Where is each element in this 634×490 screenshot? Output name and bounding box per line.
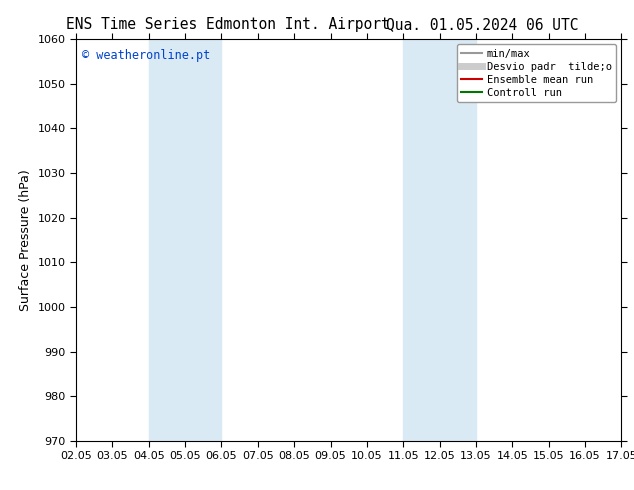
Legend: min/max, Desvio padr  tilde;o, Ensemble mean run, Controll run: min/max, Desvio padr tilde;o, Ensemble m…	[456, 45, 616, 102]
Text: ENS Time Series Edmonton Int. Airport: ENS Time Series Edmonton Int. Airport	[67, 17, 390, 32]
Y-axis label: Surface Pressure (hPa): Surface Pressure (hPa)	[19, 169, 32, 311]
Bar	[149, 39, 221, 441]
Bar	[403, 39, 476, 441]
Text: Qua. 01.05.2024 06 UTC: Qua. 01.05.2024 06 UTC	[385, 17, 578, 32]
Text: © weatheronline.pt: © weatheronline.pt	[82, 49, 210, 62]
